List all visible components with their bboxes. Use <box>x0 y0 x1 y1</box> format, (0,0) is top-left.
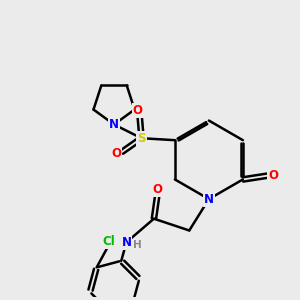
Text: O: O <box>133 104 142 117</box>
Text: N: N <box>122 236 131 249</box>
Text: N: N <box>109 118 119 131</box>
Text: O: O <box>268 169 278 182</box>
Text: O: O <box>111 147 121 161</box>
Text: Cl: Cl <box>102 236 115 248</box>
Text: N: N <box>204 193 214 206</box>
Text: H: H <box>133 240 142 250</box>
Text: O: O <box>153 183 163 196</box>
Text: S: S <box>137 132 146 145</box>
